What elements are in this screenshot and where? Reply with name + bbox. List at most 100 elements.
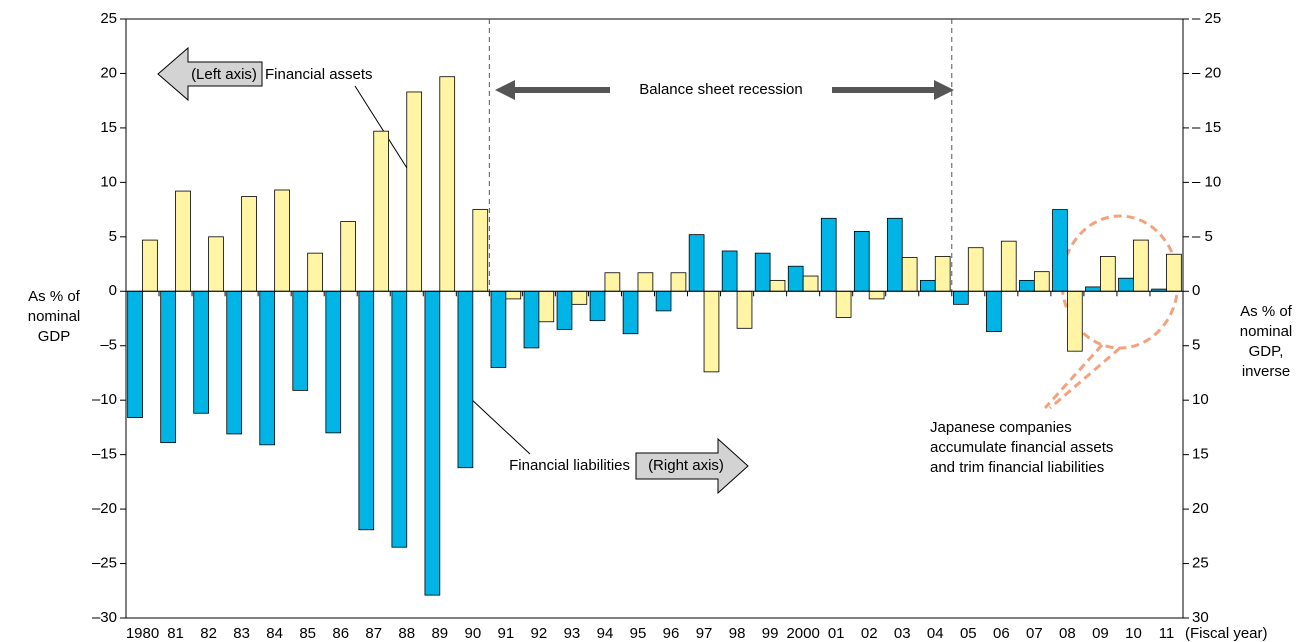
- right-axis-arrow: [635, 437, 749, 495]
- y2-axis-label: GDP,: [1249, 343, 1284, 360]
- bar: [868, 290, 885, 300]
- y2-tick-label: 20: [1192, 500, 1209, 517]
- x-tick-label: 05: [960, 625, 977, 642]
- bar: [391, 290, 408, 548]
- y2-axis-label: As % of: [1240, 303, 1293, 320]
- left-axis-arrow: [157, 46, 263, 102]
- y2-tick-label: 30: [1192, 609, 1209, 626]
- x-tick-label: 09: [1092, 625, 1109, 642]
- bar: [622, 290, 639, 335]
- bar: [457, 290, 474, 469]
- y2-axis-label: nominal: [1240, 323, 1293, 340]
- x-tick-label: 87: [365, 625, 382, 642]
- x-tick-label: 81: [167, 625, 184, 642]
- bar: [1019, 279, 1035, 292]
- annotation: Balance sheet recession: [639, 81, 802, 98]
- x-tick-label: 07: [1026, 625, 1043, 642]
- bar: [1118, 277, 1134, 292]
- y-tick-label: 20: [100, 64, 117, 81]
- bar: [358, 290, 375, 531]
- y-tick-label: –10: [92, 391, 117, 408]
- y-axis-label: nominal: [28, 308, 81, 325]
- bar: [472, 209, 489, 292]
- bar: [1052, 209, 1068, 292]
- annotation: Financial liabilities: [509, 457, 630, 474]
- y-tick-label: 0: [109, 282, 117, 299]
- plot-frame: [125, 18, 1184, 619]
- recession-arrow: [495, 80, 610, 100]
- x-tick-label: 2000: [786, 625, 819, 642]
- x-tick-label: 11: [1159, 625, 1175, 642]
- annotation: Financial assets: [265, 66, 373, 83]
- annotation: accumulate financial assets: [930, 439, 1113, 456]
- x-tick-label: 08: [1059, 625, 1076, 642]
- y2-axis-label: inverse: [1242, 363, 1290, 380]
- bar: [373, 130, 389, 292]
- bar: [259, 290, 276, 446]
- y2-tick-label: – 10: [1192, 173, 1221, 190]
- bar: [1066, 290, 1083, 352]
- bar: [703, 290, 720, 373]
- x-tick-label: 88: [398, 625, 415, 642]
- bar: [604, 272, 621, 292]
- y-tick-label: –25: [92, 555, 117, 572]
- callout-pointer: [1043, 343, 1121, 410]
- bar: [160, 290, 176, 444]
- x-tick-label: 99: [762, 625, 779, 642]
- bar: [736, 290, 753, 329]
- y2-tick-label: 10: [1192, 391, 1209, 408]
- x-tick-label: 03: [894, 625, 911, 642]
- bar: [589, 290, 606, 322]
- x-tick-label: 1980: [126, 625, 159, 642]
- bar: [820, 217, 837, 292]
- bar: [340, 221, 356, 292]
- y2-tick-label: – 25: [1192, 10, 1221, 27]
- bar: [953, 290, 969, 305]
- x-tick-label: 98: [729, 625, 746, 642]
- bar: [754, 252, 771, 292]
- y2-tick-label: – 20: [1192, 64, 1221, 81]
- bar: [901, 257, 918, 292]
- bar: [571, 290, 588, 305]
- bar: [787, 265, 804, 292]
- bar: [721, 250, 738, 292]
- y-tick-label: 10: [100, 173, 117, 190]
- bar: [325, 290, 342, 434]
- bar: [920, 279, 936, 292]
- x-tick-label: 84: [266, 625, 283, 642]
- x-tick-label: 01: [828, 625, 845, 642]
- bar: [986, 290, 1002, 332]
- bar: [1000, 240, 1017, 292]
- y2-tick-label: 5: [1192, 337, 1200, 354]
- x-tick-label: 10: [1125, 625, 1142, 642]
- bar: [655, 290, 672, 312]
- y2-tick-label: 0: [1192, 282, 1200, 299]
- bar: [967, 247, 984, 292]
- x-tick-label: 90: [464, 625, 481, 642]
- bar: [637, 272, 654, 292]
- x-tick-label: 97: [696, 625, 713, 642]
- y-axis-label: As % of: [28, 288, 81, 305]
- bar: [208, 236, 224, 292]
- y-tick-label: –30: [92, 609, 117, 626]
- x-tick-label: 86: [332, 625, 349, 642]
- bar: [142, 239, 158, 292]
- annotation: Japanese companies: [930, 419, 1072, 436]
- leader-line: [469, 397, 531, 455]
- y-tick-label: 25: [100, 10, 117, 27]
- bar: [406, 91, 423, 292]
- y2-tick-label: – 5: [1192, 228, 1213, 245]
- bar: [1033, 271, 1050, 292]
- y-tick-label: –20: [92, 500, 117, 517]
- bar: [1133, 239, 1149, 292]
- recession-arrow: [832, 80, 954, 100]
- y-axis-label: GDP: [38, 328, 71, 345]
- y-tick-label: 5: [109, 228, 117, 245]
- x-axis-label: (Fiscal year): [1185, 625, 1268, 642]
- x-tick-label: 91: [498, 625, 515, 642]
- x-tick-label: 04: [927, 625, 944, 642]
- bar: [934, 256, 951, 292]
- x-tick-label: 85: [299, 625, 316, 642]
- y2-tick-label: 25: [1192, 555, 1209, 572]
